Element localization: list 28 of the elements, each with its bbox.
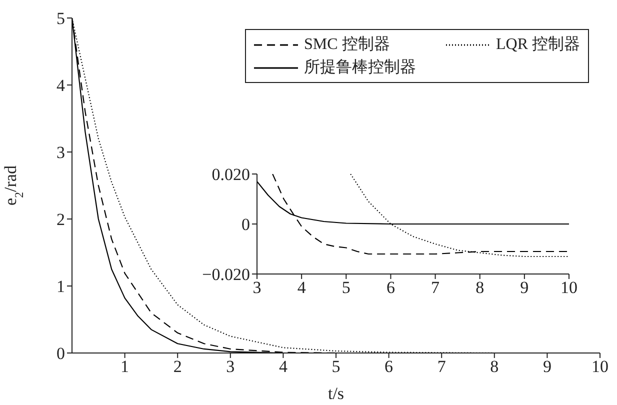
x-tick-label: 6 bbox=[386, 278, 395, 298]
x-tick-label: 7 bbox=[437, 357, 446, 376]
y-tick-label: 0.020 bbox=[212, 165, 250, 184]
x-tick-label: 5 bbox=[342, 278, 350, 298]
y-tick-label: 4 bbox=[56, 76, 66, 96]
y-tick-label: 2 bbox=[56, 210, 65, 230]
x-tick-label: 5 bbox=[332, 357, 340, 376]
x-tick-label: 9 bbox=[542, 357, 552, 376]
x-tick-label: 10 bbox=[560, 278, 578, 298]
legend-label: SMC 控制器 bbox=[304, 34, 390, 55]
y-tick-label: 0 bbox=[242, 215, 250, 234]
y-tick-label: 5 bbox=[56, 9, 65, 28]
x-axis-title: t/s bbox=[328, 384, 344, 403]
x-tick-label: 4 bbox=[278, 357, 288, 376]
legend-label: LQR 控制器 bbox=[496, 34, 580, 55]
x-tick-label: 7 bbox=[431, 278, 440, 298]
x-tick-label: 8 bbox=[476, 278, 484, 298]
x-tick-label: 10 bbox=[592, 357, 608, 376]
y-tick-label: 0 bbox=[56, 344, 65, 364]
x-tick-label: 6 bbox=[384, 357, 394, 376]
y-tick-label: 3 bbox=[56, 143, 65, 162]
x-tick-label: 2 bbox=[173, 357, 182, 376]
x-tick-label: 1 bbox=[120, 357, 130, 376]
x-tick-label: 8 bbox=[490, 357, 499, 376]
y-tick-label: −0.020 bbox=[202, 265, 250, 284]
legend-label: 所提鲁棒控制器 bbox=[304, 58, 416, 78]
x-tick-label: 4 bbox=[297, 278, 306, 298]
x-tick-label: 9 bbox=[520, 278, 529, 298]
